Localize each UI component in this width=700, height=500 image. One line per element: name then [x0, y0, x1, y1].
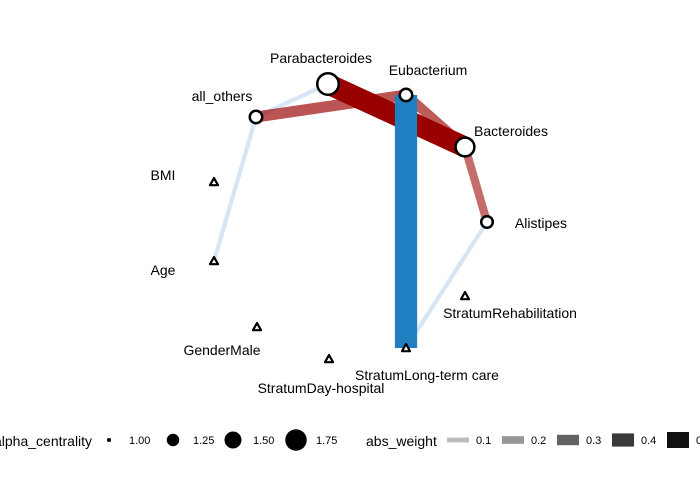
node-bacteroides — [454, 136, 476, 158]
edge-all_others-age — [211, 116, 259, 262]
node-stratumlongterm — [400, 342, 412, 353]
legend-weight-swatch — [667, 432, 689, 448]
node-stratumrehab — [459, 290, 471, 301]
legend-weight-label: 0.5 — [696, 435, 700, 447]
node-label-eubacterium: Eubacterium — [389, 62, 468, 78]
legend-weight-title: abs_weight — [366, 433, 437, 449]
legend-weight-swatch — [612, 433, 634, 447]
legend-weight-label: 0.3 — [586, 435, 601, 447]
node-all_others — [248, 109, 264, 125]
legend-alpha-title: alpha_centrality — [0, 433, 92, 449]
node-label-bacteroides: Bacteroides — [474, 123, 548, 139]
node-parabacteroides — [316, 72, 340, 96]
node-alistipes — [479, 214, 495, 230]
node-bmi — [208, 176, 220, 187]
node-label-age: Age — [151, 262, 176, 278]
nodes-layer — [208, 72, 495, 364]
legend-weight-swatch — [557, 434, 579, 446]
legend-weight-swatch — [447, 437, 469, 443]
node-label-gendermale: GenderMale — [183, 342, 260, 358]
legend-weight-label: 0.4 — [641, 435, 656, 447]
legend: alpha_centrality 1.00 1.25 1.50 1.75 abs_we… — [0, 429, 700, 451]
edge-alistipes-stratumlongterm — [404, 220, 489, 350]
node-age — [208, 255, 220, 266]
node-label-bmi: BMI — [151, 167, 176, 183]
node-gendermale — [251, 321, 263, 332]
legend-weight-label: 0.2 — [531, 435, 546, 447]
legend-alpha-swatch — [224, 431, 242, 449]
legend-alpha-label: 1.00 — [129, 435, 150, 447]
node-eubacterium — [398, 87, 414, 103]
node-label-all_others: all_others — [192, 88, 253, 104]
labels-layer: Parabacteroides Eubacterium all_others Bact… — [151, 50, 577, 396]
node-label-stratumlongterm: StratumLong-term care — [355, 367, 499, 383]
legend-alpha-items: 1.00 1.25 1.50 1.75 — [107, 429, 337, 451]
legend-weight-swatch — [502, 436, 524, 444]
legend-alpha-label: 1.25 — [193, 435, 214, 447]
legend-alpha-swatch — [166, 433, 180, 447]
legend-alpha-swatch — [107, 438, 111, 442]
edge-bacteroides-alistipes — [461, 145, 491, 224]
node-stratumdayhospital — [323, 353, 335, 364]
legend-alpha-swatch — [285, 429, 307, 451]
node-label-parabacteroides: Parabacteroides — [270, 50, 372, 66]
legend-weight-items: 0.1 0.2 0.3 0.4 0.5 — [447, 432, 700, 448]
legend-alpha-label: 1.50 — [253, 435, 274, 447]
edges-layer — [211, 74, 491, 350]
legend-alpha-label: 1.75 — [316, 435, 337, 447]
node-label-stratumdayhospital: StratumDay-hospital — [258, 380, 385, 396]
node-label-alistipes: Alistipes — [515, 215, 567, 231]
legend-weight-label: 0.1 — [476, 435, 491, 447]
node-label-stratumrehab: StratumRehabilitation — [443, 305, 577, 321]
